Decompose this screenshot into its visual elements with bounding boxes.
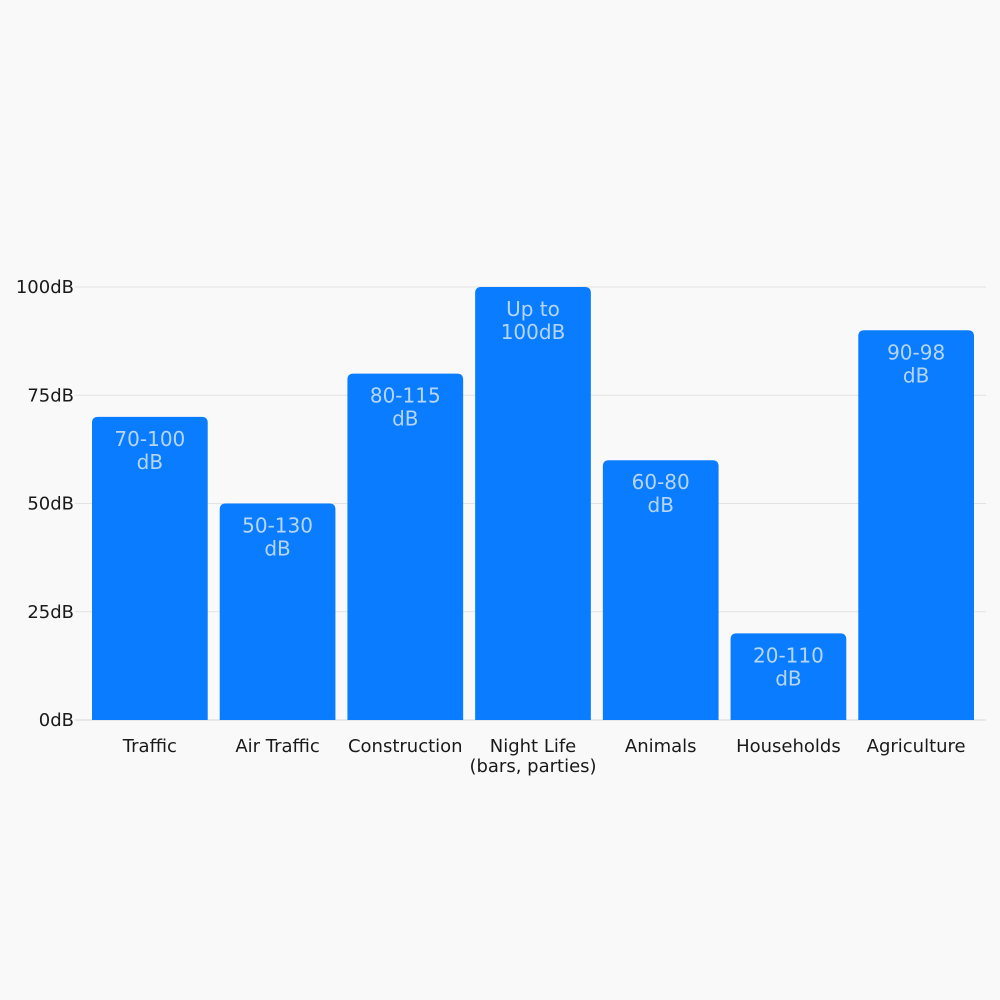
bar [730,633,847,720]
x-tick-label: Construction [348,736,463,757]
x-axis: Traffic Air Traffic Construction Night Life… [122,736,966,777]
y-tick-label: 0dB [39,710,74,731]
y-tick-label: 100dB [16,277,74,298]
data-label: 60-80 dB [632,470,690,517]
data-label: 90-98 dB [887,340,945,387]
bar [602,460,719,720]
y-axis: 0dB 25dB 50dB 75dB 100dB [16,277,74,731]
bar [858,330,974,720]
data-label: 80-115 dB [370,384,441,431]
data-label-layer: 70-100 dB 50-130 dB 80-115 dB Up to 100dB 60-80 d… [114,297,945,690]
y-tick-label: 50dB [27,494,74,515]
data-label: 20-110 dB [753,643,824,690]
data-label: Up to 100dB [501,297,566,344]
x-tick-label: Animals [625,736,697,757]
bar [347,373,464,720]
bar [219,503,336,720]
x-tick-label: Night Life (bars, parties) [469,736,596,777]
x-tick-label: Traffic [122,736,177,757]
y-tick-label: 75dB [27,385,74,406]
data-label: 50-130 dB [242,514,313,561]
x-tick-label: Households [736,736,841,757]
x-tick-label: Air Traffic [235,736,320,757]
y-tick-label: 25dB [27,602,74,623]
bar [475,287,591,720]
data-label: 70-100 dB [114,427,185,474]
bar [92,416,208,720]
x-tick-label: Agriculture [867,736,966,757]
bar-layer [92,287,974,720]
